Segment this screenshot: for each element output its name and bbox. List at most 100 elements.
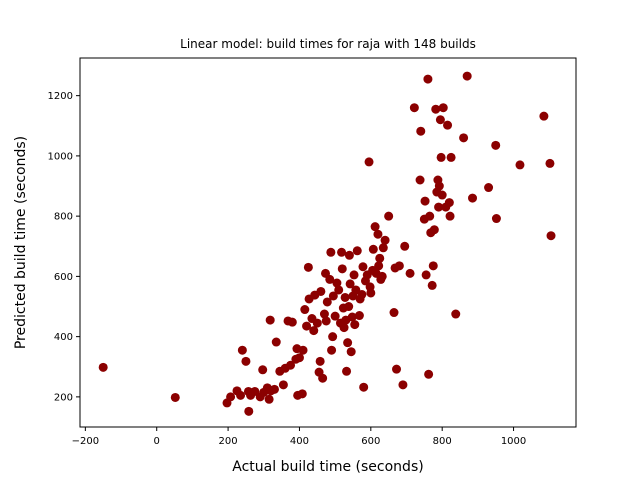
data-point (405, 268, 415, 278)
data-point (438, 103, 448, 113)
y-tick-label: 400 (54, 332, 73, 343)
data-point (444, 198, 454, 208)
data-point (271, 337, 281, 347)
data-point (340, 292, 350, 302)
data-point (491, 214, 501, 224)
data-point (429, 225, 439, 235)
data-point (334, 285, 344, 295)
y-axis-ticks: 200 400 600 800 1000 1200 (48, 91, 80, 403)
data-point (431, 104, 441, 114)
data-point (328, 291, 338, 301)
data-point (332, 278, 342, 288)
chart-title: Linear model: build times for raja with … (180, 37, 476, 51)
data-point (352, 246, 362, 256)
data-point (236, 390, 246, 400)
data-point (462, 71, 472, 81)
data-point (459, 133, 469, 143)
data-point (364, 157, 374, 167)
data-point (344, 250, 354, 260)
data-point (358, 262, 368, 272)
data-point (345, 279, 355, 289)
data-point (287, 317, 297, 327)
data-point (269, 384, 279, 394)
data-point (468, 193, 478, 203)
data-point (392, 364, 402, 374)
data-point (415, 175, 425, 185)
data-point (384, 211, 394, 221)
data-point (375, 253, 385, 263)
y-tick-label: 800 (54, 212, 73, 223)
data-point (302, 321, 312, 331)
data-point (237, 345, 247, 355)
data-point (420, 196, 430, 206)
data-point (337, 264, 347, 274)
x-axis-ticks: −200 0 200 400 600 800 1000 (72, 427, 526, 447)
data-point (315, 356, 325, 366)
data-point (316, 286, 326, 296)
data-point (339, 323, 349, 333)
data-point (344, 302, 354, 312)
data-point (400, 241, 410, 251)
data-point (278, 380, 288, 390)
data-point (373, 229, 383, 239)
data-point (349, 270, 359, 280)
data-point (318, 373, 328, 383)
data-point (322, 297, 332, 307)
data-point (545, 158, 555, 168)
data-point (226, 392, 236, 402)
x-tick-label: −200 (72, 436, 99, 447)
data-point (446, 152, 456, 162)
y-tick-label: 600 (54, 272, 73, 283)
data-point (374, 261, 384, 271)
data-point (380, 235, 390, 245)
data-point (357, 289, 367, 299)
x-tick-label: 800 (433, 436, 452, 447)
y-axis-title: Predicted build time (seconds) (13, 136, 29, 349)
data-point (170, 392, 180, 402)
data-point (300, 305, 310, 315)
data-point (451, 309, 461, 319)
data-point (298, 345, 308, 355)
data-point (434, 181, 444, 191)
data-point (398, 380, 408, 390)
data-points (98, 71, 556, 416)
data-point (330, 311, 340, 321)
data-point (328, 332, 338, 342)
data-point (294, 353, 304, 363)
data-point (98, 362, 108, 372)
data-point (258, 365, 268, 375)
data-point (366, 288, 376, 298)
data-point (241, 356, 251, 366)
data-point (425, 211, 435, 221)
data-point (491, 140, 501, 150)
data-point (546, 231, 556, 241)
x-tick-label: 200 (219, 436, 238, 447)
x-tick-label: 400 (290, 436, 309, 447)
data-point (354, 311, 364, 321)
data-point (424, 369, 434, 379)
data-point (264, 394, 274, 404)
data-point (359, 382, 369, 392)
plot-frame (79, 57, 577, 428)
y-tick-label: 1000 (48, 151, 73, 162)
data-point (377, 271, 387, 281)
data-point (368, 244, 378, 254)
data-point (325, 274, 335, 284)
data-point (515, 160, 525, 170)
data-point (370, 222, 380, 232)
data-point (389, 308, 399, 318)
data-point (427, 280, 437, 290)
data-point (303, 262, 313, 272)
data-point (436, 152, 446, 162)
data-point (394, 261, 404, 271)
data-point (309, 326, 319, 336)
data-point (435, 115, 445, 125)
data-point (378, 243, 388, 253)
data-point (286, 360, 296, 370)
data-point (443, 120, 453, 130)
x-tick-label: 1000 (501, 436, 526, 447)
data-point (428, 261, 438, 271)
data-point (434, 202, 444, 212)
